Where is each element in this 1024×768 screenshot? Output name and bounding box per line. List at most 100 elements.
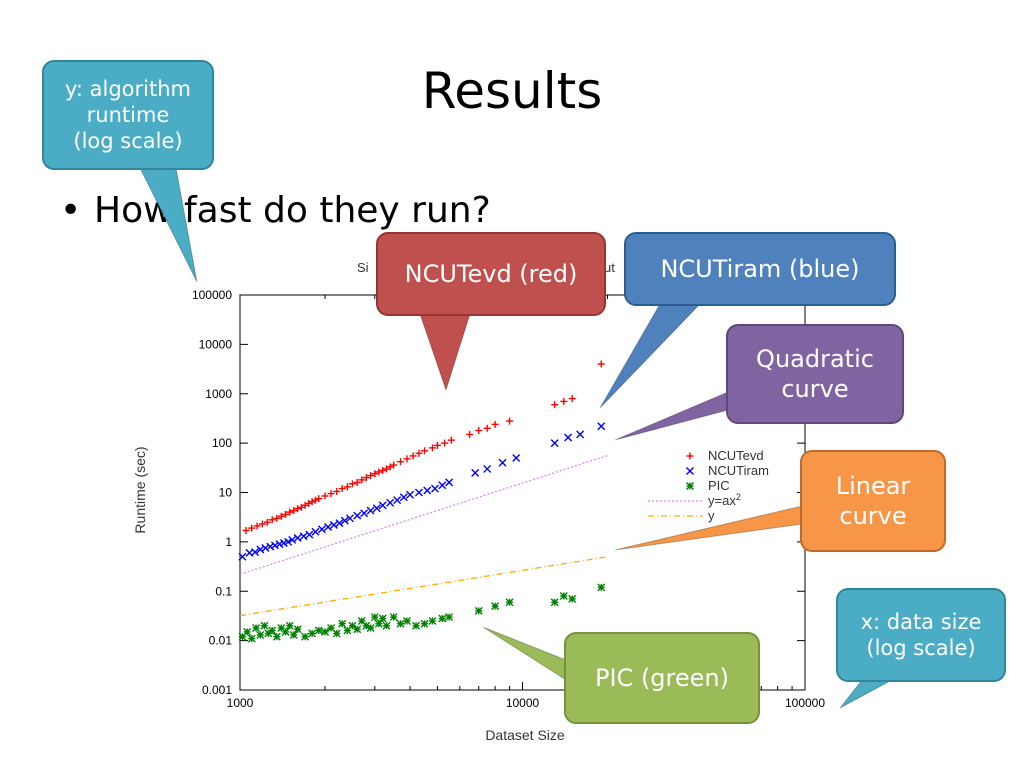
marker-stroke xyxy=(277,624,286,633)
data-point-pic xyxy=(277,624,286,633)
data-point-ncutevd xyxy=(441,439,449,447)
data-point-ncutevd xyxy=(348,480,356,488)
data-point-ncutevd xyxy=(273,514,281,522)
y-tick-label: 0.1 xyxy=(215,584,232,598)
data-point-ncutevd xyxy=(433,441,441,449)
data-point-pic xyxy=(252,624,261,633)
data-point-ncutiram xyxy=(293,533,302,542)
callout-line: NCUTevd (red) xyxy=(404,260,578,288)
y-tick-label: 0.01 xyxy=(209,634,233,648)
legend-label: NCUTevd xyxy=(708,448,764,463)
marker-stroke xyxy=(483,464,492,473)
callout-quadratic: Quadratic curve xyxy=(726,324,904,424)
data-point-ncutevd xyxy=(466,430,474,438)
marker-stroke xyxy=(686,482,694,490)
data-point-ncutevd xyxy=(415,449,423,457)
data-point-ncutevd xyxy=(403,455,411,463)
data-point-ncutiram xyxy=(483,464,492,473)
data-point-ncutiram xyxy=(372,504,381,513)
callout-text: y: algorithm runtime (log scale) xyxy=(65,76,191,155)
marker-stroke xyxy=(243,627,252,636)
callout-line: curve xyxy=(839,502,907,530)
marker-stroke xyxy=(374,619,383,628)
marker-stroke xyxy=(272,632,281,641)
data-point-pic xyxy=(353,625,362,634)
data-point-ncutiram xyxy=(564,433,573,442)
data-point-pic xyxy=(396,619,405,628)
x-tick-label: 100000 xyxy=(785,696,825,710)
marker-stroke xyxy=(420,619,429,628)
marker-stroke xyxy=(428,616,437,625)
data-point-ncutiram xyxy=(406,490,415,499)
marker-stroke xyxy=(284,537,293,546)
data-point-ncutevd xyxy=(282,510,290,518)
chart-title: Si xyxy=(357,260,369,275)
legend-label-superscript: 2 xyxy=(736,492,741,502)
data-point-ncutevd xyxy=(308,498,316,506)
y-tick-label: 10 xyxy=(219,486,233,500)
data-point-pic xyxy=(550,598,559,607)
data-point-pic xyxy=(505,598,514,607)
data-point-pic xyxy=(348,621,357,630)
series-line-3 xyxy=(239,454,608,575)
marker-stroke xyxy=(285,621,294,630)
data-point-pic xyxy=(293,625,302,634)
data-point-ncutevd xyxy=(277,512,285,520)
marker-stroke xyxy=(353,625,362,634)
data-point-pic xyxy=(243,627,252,636)
data-point-pic xyxy=(559,592,568,601)
marker-stroke xyxy=(389,613,398,622)
marker-stroke xyxy=(247,634,256,643)
marker-stroke xyxy=(321,627,330,636)
data-point-ncutiram xyxy=(340,516,349,525)
data-point-ncutevd xyxy=(367,472,375,480)
data-point-ncutevd xyxy=(491,420,499,428)
data-point-ncutevd xyxy=(315,495,323,503)
data-point-ncutevd xyxy=(551,401,559,409)
y-tick-label: 10000 xyxy=(199,337,233,351)
legend-label: y=ax2 xyxy=(708,492,741,508)
callout-line: y: algorithm xyxy=(65,76,191,101)
data-point-ncutevd xyxy=(301,501,309,509)
data-point-pic xyxy=(597,583,606,592)
legend-swatch xyxy=(686,482,694,490)
marker-stroke xyxy=(362,621,371,630)
data-point-ncutevd xyxy=(390,461,398,469)
data-point-ncutiram xyxy=(414,488,423,497)
data-point-pic xyxy=(338,619,347,628)
callout-pointer-x-axis xyxy=(839,679,893,709)
data-point-pic xyxy=(428,616,437,625)
data-point-pic xyxy=(321,627,330,636)
data-point-pic xyxy=(308,629,317,638)
data-point-pic xyxy=(568,594,577,603)
data-point-pic xyxy=(420,619,429,628)
callout-line: PIC (green) xyxy=(595,664,729,692)
data-point-ncutiram xyxy=(288,535,297,544)
marker-stroke xyxy=(445,613,454,622)
callout-line: (log scale) xyxy=(73,129,183,154)
callout-text: x: data size (log scale) xyxy=(861,609,982,662)
data-point-pic xyxy=(445,613,454,622)
data-point-ncutevd xyxy=(333,487,341,495)
data-point-ncutiram xyxy=(438,481,447,490)
marker-stroke xyxy=(238,552,247,561)
marker-stroke xyxy=(357,616,366,625)
legend-label: y xyxy=(708,508,715,523)
marker-stroke xyxy=(289,631,298,639)
marker-stroke xyxy=(512,453,521,462)
data-point-ncutevd xyxy=(242,526,250,534)
marker-stroke xyxy=(293,625,302,634)
legend-label: NCUTiram xyxy=(708,463,769,478)
callout-text: NCUTevd (red) xyxy=(405,259,578,289)
y-tick-label: 1000 xyxy=(205,387,232,401)
data-point-ncutevd xyxy=(421,447,429,455)
data-point-ncutevd xyxy=(297,503,305,511)
data-point-ncutevd xyxy=(263,518,271,526)
marker-stroke xyxy=(353,511,362,520)
bullet-dot-icon: • xyxy=(60,190,82,231)
data-point-pic xyxy=(260,621,269,630)
y-tick-label: 1 xyxy=(225,535,232,549)
x-axis-label: Dataset Size xyxy=(485,727,565,743)
data-point-ncutiram xyxy=(353,511,362,520)
data-point-ncutiram xyxy=(430,484,439,493)
